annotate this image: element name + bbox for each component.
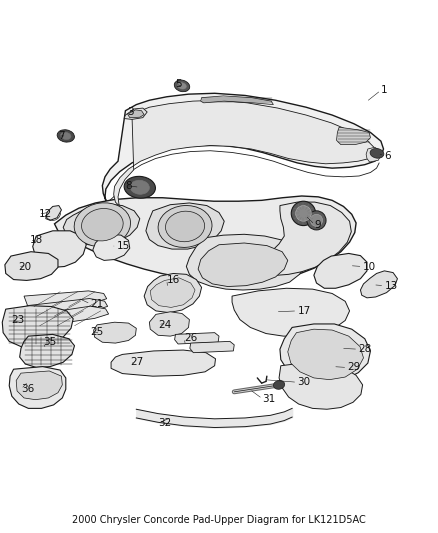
Ellipse shape [291,201,316,225]
Polygon shape [111,350,215,376]
Polygon shape [279,363,363,409]
Ellipse shape [60,132,71,140]
Polygon shape [190,341,234,353]
Polygon shape [5,252,58,280]
Ellipse shape [174,80,190,92]
Text: 10: 10 [363,262,376,271]
Ellipse shape [124,176,155,198]
Ellipse shape [370,149,384,158]
Text: 30: 30 [297,377,311,387]
Polygon shape [24,291,107,308]
Ellipse shape [273,381,285,389]
Text: 18: 18 [30,235,43,245]
Text: 20: 20 [18,262,31,272]
Text: 21: 21 [91,299,104,309]
Ellipse shape [74,203,131,247]
Text: 25: 25 [91,327,104,337]
Text: 16: 16 [167,274,180,285]
Polygon shape [9,367,66,408]
Text: 27: 27 [130,357,143,367]
Polygon shape [336,127,371,144]
Polygon shape [149,312,189,336]
Text: 24: 24 [158,320,171,330]
Polygon shape [232,288,350,336]
Polygon shape [102,93,384,212]
Text: 8: 8 [125,181,132,191]
Polygon shape [33,231,86,268]
Polygon shape [93,235,130,261]
Polygon shape [30,306,109,327]
Polygon shape [54,196,356,283]
Polygon shape [127,110,144,118]
Text: 15: 15 [117,241,130,252]
Text: 29: 29 [347,362,360,373]
Text: 17: 17 [297,306,311,316]
Ellipse shape [81,208,123,241]
Polygon shape [146,203,224,249]
Text: 32: 32 [158,418,171,428]
Text: 7: 7 [58,131,64,141]
Polygon shape [2,305,73,348]
Text: 31: 31 [262,394,276,404]
Polygon shape [201,96,273,104]
Polygon shape [280,324,371,382]
Polygon shape [27,298,108,318]
Polygon shape [366,147,381,162]
Polygon shape [360,271,397,298]
Text: 35: 35 [43,337,56,347]
Text: 5: 5 [176,79,182,88]
Text: 12: 12 [39,209,52,219]
Polygon shape [46,206,61,220]
Text: 6: 6 [385,150,391,160]
Polygon shape [20,334,74,367]
Polygon shape [288,329,364,379]
Polygon shape [144,273,201,313]
Ellipse shape [130,180,149,194]
Ellipse shape [296,206,311,221]
Text: 26: 26 [184,333,198,343]
Polygon shape [94,322,136,343]
Polygon shape [63,204,140,245]
Ellipse shape [166,211,205,242]
Ellipse shape [158,206,212,247]
Polygon shape [175,333,219,344]
Polygon shape [114,100,375,206]
Ellipse shape [178,83,186,89]
Ellipse shape [307,211,326,230]
Text: 2000 Chrysler Concorde Pad-Upper Diagram for LK121D5AC: 2000 Chrysler Concorde Pad-Upper Diagram… [72,515,366,525]
Polygon shape [16,371,62,400]
Text: 9: 9 [315,220,321,230]
Text: 3: 3 [127,107,134,117]
Polygon shape [124,108,147,119]
Text: 23: 23 [11,314,24,325]
Ellipse shape [57,130,74,142]
Text: 13: 13 [385,281,398,290]
Polygon shape [265,202,351,275]
Polygon shape [150,278,195,308]
Polygon shape [186,235,305,290]
Text: 36: 36 [21,384,34,394]
Text: 1: 1 [381,85,388,95]
Polygon shape [198,243,288,287]
Text: 28: 28 [358,344,371,354]
Ellipse shape [311,214,322,227]
Polygon shape [314,254,367,288]
